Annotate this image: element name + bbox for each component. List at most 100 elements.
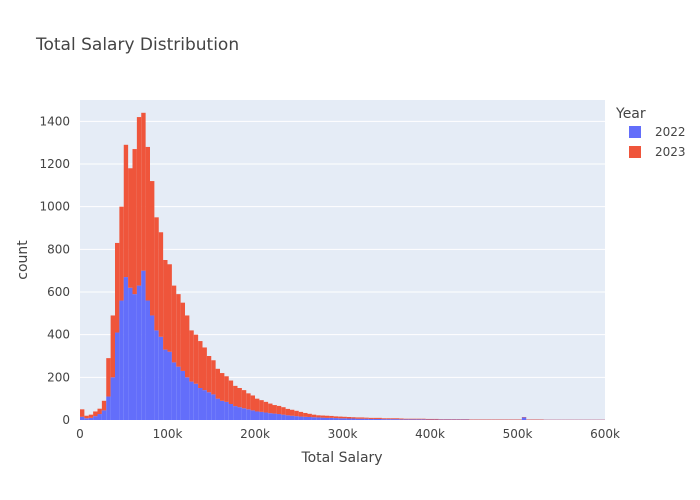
y-tick-label: 1200: [39, 157, 70, 171]
bar-2022: [150, 315, 155, 420]
bar-2023: [403, 418, 409, 420]
legend-swatch-2023[interactable]: [629, 146, 641, 158]
bar-2023: [303, 412, 308, 417]
bar-2022: [215, 398, 220, 420]
histogram-bars: [80, 112, 605, 420]
bar-2022: [329, 417, 334, 420]
bar-2023: [325, 415, 330, 418]
bar-2023: [206, 356, 212, 393]
bar-2022: [294, 416, 299, 420]
bar-2022: [154, 330, 159, 420]
x-tick-label: 500k: [503, 427, 533, 441]
bar-2023: [390, 418, 395, 420]
bar-2023: [355, 417, 360, 419]
legend-label-2023[interactable]: 2023: [655, 145, 686, 159]
bar-2023: [250, 395, 255, 411]
bar-2023: [202, 347, 207, 391]
bar-2022: [333, 418, 339, 420]
bar-2023: [101, 400, 107, 411]
bar-2023: [412, 418, 417, 420]
bar-2023: [215, 368, 220, 399]
bar-2023: [115, 242, 120, 333]
bar-2022: [145, 300, 150, 420]
bar-2023: [193, 334, 199, 384]
bar-2023: [421, 418, 426, 420]
bar-2022: [355, 418, 360, 420]
bar-2023: [180, 302, 185, 371]
bar-2023: [119, 206, 124, 301]
bar-2022: [381, 419, 387, 420]
bar-2023: [141, 112, 146, 271]
bar-2022: [224, 401, 229, 420]
bar-2023: [364, 417, 369, 419]
bar-2023: [128, 168, 133, 288]
bar-2022: [303, 416, 308, 420]
bar-2022: [176, 366, 181, 420]
bar-2023: [255, 398, 260, 412]
bar-2023: [123, 144, 129, 278]
bar-2022: [290, 415, 295, 420]
bar-2022: [272, 413, 277, 420]
bar-2023: [377, 417, 382, 419]
bar-2022: [521, 417, 527, 420]
y-tick-label: 200: [47, 370, 70, 384]
bar-2022: [167, 351, 172, 420]
bar-2022: [259, 411, 264, 420]
bar-2022: [364, 418, 369, 420]
bar-2022: [325, 417, 330, 420]
bar-2022: [373, 418, 378, 420]
bar-2023: [189, 330, 194, 382]
bar-2023: [93, 411, 98, 417]
bar-2023: [106, 358, 111, 397]
bar-2023: [150, 181, 155, 316]
y-tick-label: 800: [47, 242, 70, 256]
bar-2023: [185, 315, 190, 378]
bar-2023: [276, 405, 282, 415]
bar-2023: [88, 414, 94, 418]
bar-2023: [307, 413, 312, 418]
x-axis-title: Total Salary: [300, 450, 382, 466]
bar-2022: [136, 285, 142, 420]
bar-2023: [176, 294, 181, 367]
bar-2022: [368, 418, 374, 420]
bar-2023: [228, 380, 234, 404]
bar-2022: [390, 419, 395, 420]
bar-2022: [338, 418, 343, 420]
bar-2022: [228, 404, 234, 420]
bar-2023: [294, 410, 299, 417]
bar-2022: [202, 390, 207, 420]
bar-2023: [263, 401, 269, 413]
bar-2023: [430, 418, 435, 420]
bar-2022: [171, 362, 177, 420]
bar-2022: [84, 418, 89, 420]
x-tick-label: 300k: [328, 427, 358, 441]
bar-2022: [342, 418, 347, 420]
bar-2022: [408, 419, 413, 420]
bar-2023: [132, 149, 137, 295]
bar-2023: [246, 393, 251, 410]
legend-label-2022[interactable]: 2022: [655, 125, 686, 139]
bar-2022: [106, 396, 111, 420]
bar-2022: [233, 406, 238, 420]
bar-2022: [119, 300, 124, 420]
bar-2023: [311, 414, 317, 418]
bar-2023: [97, 408, 102, 415]
bar-2022: [128, 287, 133, 420]
bar-2023: [320, 415, 325, 418]
bar-2023: [171, 285, 177, 363]
legend-swatch-2022[interactable]: [629, 126, 641, 138]
x-tick-label: 400k: [415, 427, 445, 441]
bar-2022: [351, 418, 356, 420]
bar-2023: [268, 403, 273, 414]
bar-2023: [167, 264, 172, 352]
bar-2022: [115, 332, 120, 420]
bar-2022: [185, 377, 190, 420]
bar-2022: [246, 409, 251, 420]
bar-2022: [298, 416, 304, 420]
y-axis-ticks: 0 200 400 600 800 1000 1200 1400: [39, 114, 70, 427]
bar-2023: [434, 418, 439, 420]
bar-2023: [425, 418, 430, 420]
bar-2023: [368, 417, 374, 419]
bar-2022: [88, 417, 94, 420]
bar-2023: [211, 360, 216, 395]
